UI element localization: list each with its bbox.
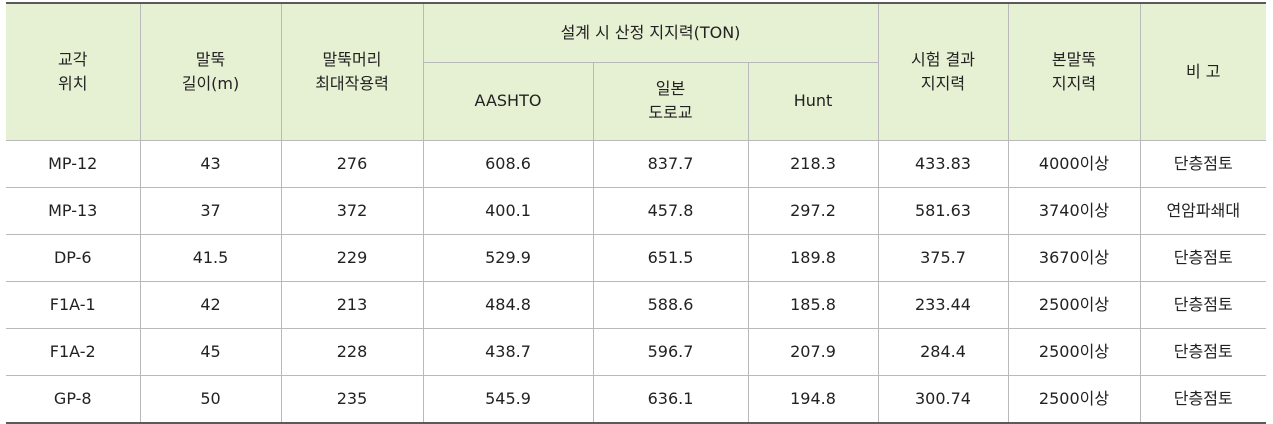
cell-length: 37	[139, 186, 282, 235]
cell-japan: 588.6	[592, 280, 749, 329]
cell-remarks: 단층점토	[1139, 327, 1266, 376]
cell-max-force: 229	[280, 233, 424, 282]
cell-main-pile: 2500이상	[1007, 280, 1141, 329]
cell-japan: 636.1	[592, 374, 749, 423]
table-row: DP-6 41.5 229 529.9 651.5 189.8 375.7 3670이상 단층점…	[6, 233, 1266, 282]
cell-test: 284.4	[877, 327, 1009, 376]
pile-capacity-table: 교각 위치 말뚝 길이(m) 말뚝머리 최대작용력 설계 시 산정 지지력(TON) …	[6, 2, 1266, 424]
cell-hunt: 194.8	[747, 374, 879, 423]
cell-remarks: 연암파쇄대	[1139, 186, 1266, 235]
cell-max-force: 372	[280, 186, 424, 235]
header-main-pile-capacity: 본말뚝 지지력	[1007, 2, 1141, 141]
header-pile-length: 말뚝 길이(m)	[139, 2, 282, 141]
table-row: GP-8 50 235 545.9 636.1 194.8 300.74 2500이상 단층점토	[6, 374, 1266, 423]
table-header: 교각 위치 말뚝 길이(m) 말뚝머리 최대작용력 설계 시 산정 지지력(TON) …	[6, 2, 1266, 141]
cell-test: 581.63	[877, 186, 1009, 235]
cell-aashto: 529.9	[422, 233, 594, 282]
cell-remarks: 단층점토	[1139, 233, 1266, 282]
cell-test: 233.44	[877, 280, 1009, 329]
cell-max-force: 213	[280, 280, 424, 329]
cell-japan: 457.8	[592, 186, 749, 235]
cell-aashto: 438.7	[422, 327, 594, 376]
cell-max-force: 276	[280, 139, 424, 188]
cell-length: 50	[139, 374, 282, 423]
cell-aashto: 400.1	[422, 186, 594, 235]
cell-max-force: 235	[280, 374, 424, 423]
cell-pier: F1A-1	[6, 280, 141, 329]
cell-hunt: 297.2	[747, 186, 879, 235]
header-aashto: AASHTO	[423, 61, 594, 141]
cell-pier: MP-12	[6, 139, 141, 188]
cell-length: 45	[139, 327, 282, 376]
cell-main-pile: 2500이상	[1007, 327, 1141, 376]
cell-length: 41.5	[139, 233, 282, 282]
cell-remarks: 단층점토	[1139, 280, 1266, 329]
table-row: F1A-2 45 228 438.7 596.7 207.9 284.4 2500이상 단층점토	[6, 327, 1266, 376]
header-hunt: Hunt	[747, 61, 878, 141]
cell-test: 375.7	[877, 233, 1009, 282]
header-max-pile-head-force: 말뚝머리 최대작용력	[280, 2, 424, 141]
cell-length: 42	[139, 280, 282, 329]
header-test-capacity: 시험 결과 지지력	[877, 2, 1009, 141]
cell-aashto: 484.8	[422, 280, 594, 329]
cell-pier: F1A-2	[6, 327, 141, 376]
cell-length: 43	[139, 139, 282, 188]
cell-test: 300.74	[877, 374, 1009, 423]
cell-main-pile: 2500이상	[1007, 374, 1141, 423]
cell-remarks: 단층점토	[1139, 139, 1266, 188]
header-remarks: 비 고	[1139, 2, 1266, 141]
cell-remarks: 단층점토	[1139, 374, 1266, 423]
cell-japan: 837.7	[592, 139, 749, 188]
cell-test: 433.83	[877, 139, 1009, 188]
table-row: MP-12 43 276 608.6 837.7 218.3 433.83 4000이상 단층점…	[6, 139, 1266, 188]
cell-hunt: 185.8	[747, 280, 879, 329]
cell-aashto: 545.9	[422, 374, 594, 423]
cell-hunt: 189.8	[747, 233, 879, 282]
cell-main-pile: 4000이상	[1007, 139, 1141, 188]
cell-pier: MP-13	[6, 186, 141, 235]
header-pier-location: 교각 위치	[6, 2, 141, 141]
cell-pier: DP-6	[6, 233, 141, 282]
cell-main-pile: 3670이상	[1007, 233, 1141, 282]
cell-hunt: 218.3	[747, 139, 879, 188]
cell-aashto: 608.6	[422, 139, 594, 188]
cell-main-pile: 3740이상	[1007, 186, 1141, 235]
cell-japan: 596.7	[592, 327, 749, 376]
cell-hunt: 207.9	[747, 327, 879, 376]
cell-pier: GP-8	[6, 374, 141, 423]
cell-max-force: 228	[280, 327, 424, 376]
table-row: MP-13 37 372 400.1 457.8 297.2 581.63 3740이상 연암파…	[6, 186, 1266, 235]
header-japan-road-bridge: 일본 도로교	[592, 61, 749, 141]
table-body: MP-12 43 276 608.6 837.7 218.3 433.83 4000이상 단층점…	[6, 139, 1266, 423]
table-row: F1A-1 42 213 484.8 588.6 185.8 233.44 2500이상 단층점…	[6, 280, 1266, 329]
cell-japan: 651.5	[592, 233, 749, 282]
header-design-capacity-group: 설계 시 산정 지지력(TON)	[422, 2, 879, 63]
